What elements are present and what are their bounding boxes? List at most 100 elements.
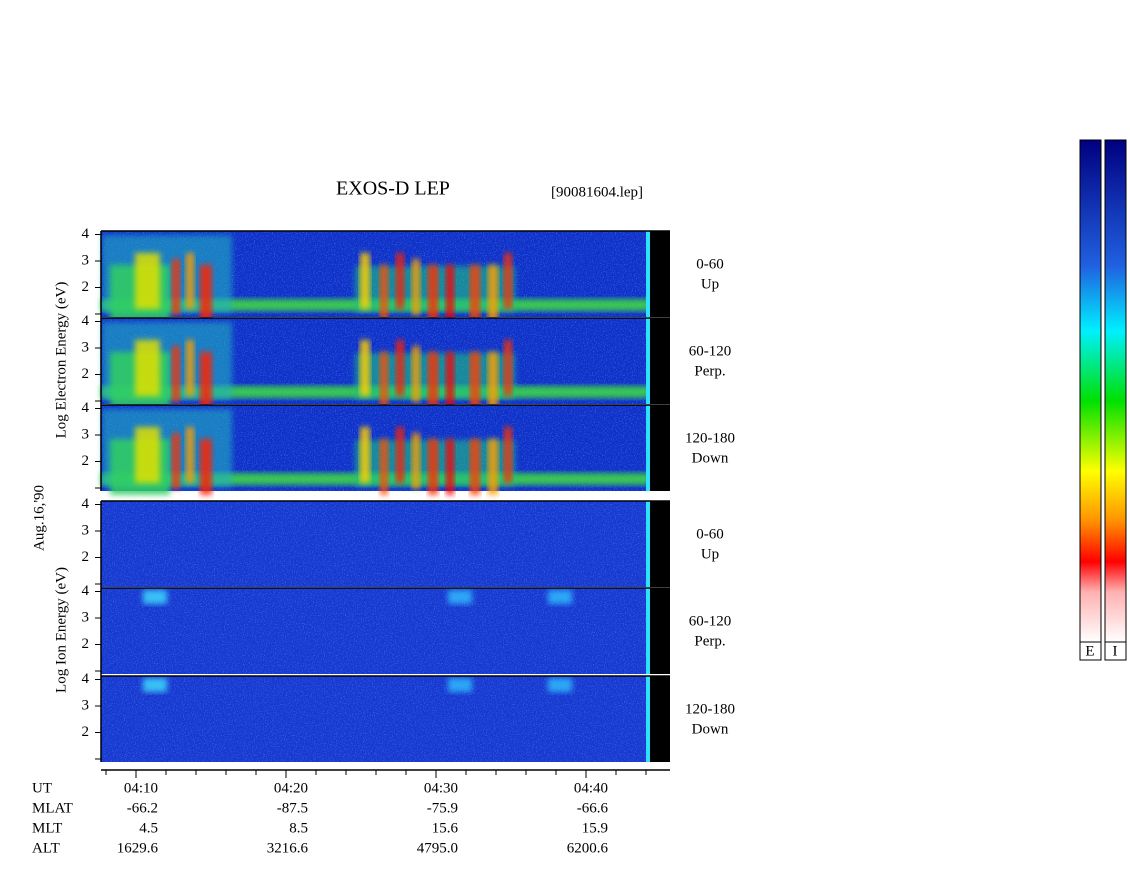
spectrogram-streak: [470, 439, 480, 495]
edge-strip: [646, 501, 650, 587]
data-gap: [650, 405, 670, 491]
direction-label: Perp.: [694, 363, 725, 379]
spectrogram-streak: [446, 265, 454, 321]
spectrogram-streak: [186, 253, 194, 309]
color-bar-label-box: [1104, 641, 1127, 661]
spectrogram-streak: [396, 253, 404, 309]
spectrogram-streak: [172, 433, 180, 489]
y-tick-label: 3: [82, 522, 90, 538]
color-bar: [1104, 139, 1127, 643]
spectrogram-spot: [548, 590, 572, 604]
ephemeris-value: 4.5: [139, 820, 158, 836]
angle-label: 0-60: [696, 256, 724, 272]
edge-strip: [646, 231, 650, 317]
spectrogram-streak: [360, 427, 370, 483]
title: EXOS-D LEP: [336, 178, 450, 200]
ephemeris-name: MLT: [32, 820, 62, 836]
spectrogram-spot: [143, 590, 167, 604]
spectrogram-streak: [428, 265, 438, 321]
y-tick-label: 4: [82, 226, 90, 242]
y-tick-label: 2: [82, 636, 90, 652]
spectrogram-panels: 2 3 4 2 3 4 2 3 4 2 3 4 2 3 4 2 3 4: [82, 226, 670, 762]
spectrogram-streak: [446, 439, 454, 495]
spectrogram-streak: [504, 340, 512, 396]
y-tick-label: 4: [82, 583, 90, 599]
spectrogram-streak: [412, 433, 420, 489]
spectrogram-streak: [470, 265, 480, 321]
direction-label: Down: [692, 450, 729, 466]
direction-label: Perp.: [694, 633, 725, 649]
color-bar: [1079, 139, 1102, 643]
spectrogram-streak: [504, 427, 512, 483]
ephemeris-value: 1629.6: [117, 840, 159, 856]
y-tick-label: 2: [82, 279, 90, 295]
ephemeris-name: ALT: [32, 840, 60, 856]
angle-label: 0-60: [696, 526, 724, 542]
spectrogram-spot: [448, 590, 472, 604]
file-name: [90081604.lep]: [551, 184, 643, 200]
angle-label: 120-180: [685, 701, 735, 717]
angle-label: 60-120: [689, 613, 732, 629]
spectrogram-streak: [135, 427, 160, 483]
ephemeris-value: 3216.6: [267, 840, 309, 856]
spectrogram-streak: [135, 340, 160, 396]
spectrogram-streak: [200, 265, 212, 321]
y-tick-label: 2: [82, 453, 90, 469]
spectrogram-streak: [172, 259, 180, 315]
color-bar-label: I: [1113, 643, 1118, 659]
spectrogram-streak: [396, 340, 404, 396]
spectrogram-noise: [101, 501, 650, 587]
spectrogram-spot: [448, 678, 472, 692]
color-bar-label: E: [1085, 643, 1094, 659]
angle-label: 120-180: [685, 430, 735, 446]
ephemeris-value: -66.2: [127, 800, 158, 816]
ephemeris-value: 15.9: [582, 820, 608, 836]
y-tick-label: 4: [82, 313, 90, 329]
ephemeris-name: UT: [32, 780, 52, 796]
ephemeris-value: 15.6: [432, 820, 459, 836]
spectrogram-streak: [412, 259, 420, 315]
spectrogram-streak: [412, 346, 420, 402]
data-gap: [650, 318, 670, 404]
ephemeris-value: 04:40: [574, 780, 608, 796]
spectrogram-streak: [428, 439, 438, 495]
data-gap: [650, 231, 670, 317]
y-tick-label: 2: [82, 724, 90, 740]
y-tick-label: 2: [82, 549, 90, 565]
ephemeris-value: 4795.0: [417, 840, 458, 856]
spectrogram-streak: [504, 253, 512, 309]
ephemeris-value: 04:20: [274, 780, 308, 796]
spectrogram-streak: [488, 265, 498, 321]
spectrogram-streak: [446, 352, 454, 408]
y-tick-label: 3: [82, 339, 90, 355]
direction-label: Up: [701, 546, 719, 562]
ephemeris-name: MLAT: [32, 800, 73, 816]
spectrogram-streak: [186, 427, 194, 483]
edge-strip: [646, 318, 650, 404]
spectrogram-streak: [200, 352, 212, 408]
direction-label: Down: [692, 721, 729, 737]
y-tick-label: 4: [82, 400, 90, 416]
spectrogram-streak: [360, 253, 370, 309]
ephemeris-value: 6200.6: [567, 840, 609, 856]
edge-strip: [646, 588, 650, 674]
y-tick-label: 3: [82, 609, 90, 625]
color-bar-label-box: [1079, 641, 1102, 661]
spectrogram-streak: [200, 439, 212, 495]
spectrogram-streak: [360, 340, 370, 396]
spectrogram-streak: [380, 439, 388, 495]
spectrogram-streak: [488, 352, 498, 408]
data-gap: [650, 676, 670, 762]
spectrogram-streak: [488, 439, 498, 495]
y-tick-label: 2: [82, 366, 90, 382]
y-axis-label: Log Electron Energy (eV): [53, 282, 69, 439]
y-axis-label: Log Ion Energy (eV): [53, 567, 69, 693]
angle-label: 60-120: [689, 343, 732, 359]
spectrogram-streak: [428, 352, 438, 408]
direction-label: Up: [701, 276, 719, 292]
spectrogram-streak: [135, 253, 160, 309]
ephemeris-value: 04:30: [424, 780, 458, 796]
y-tick-label: 4: [82, 671, 90, 687]
ephemeris-value: -87.5: [277, 800, 308, 816]
